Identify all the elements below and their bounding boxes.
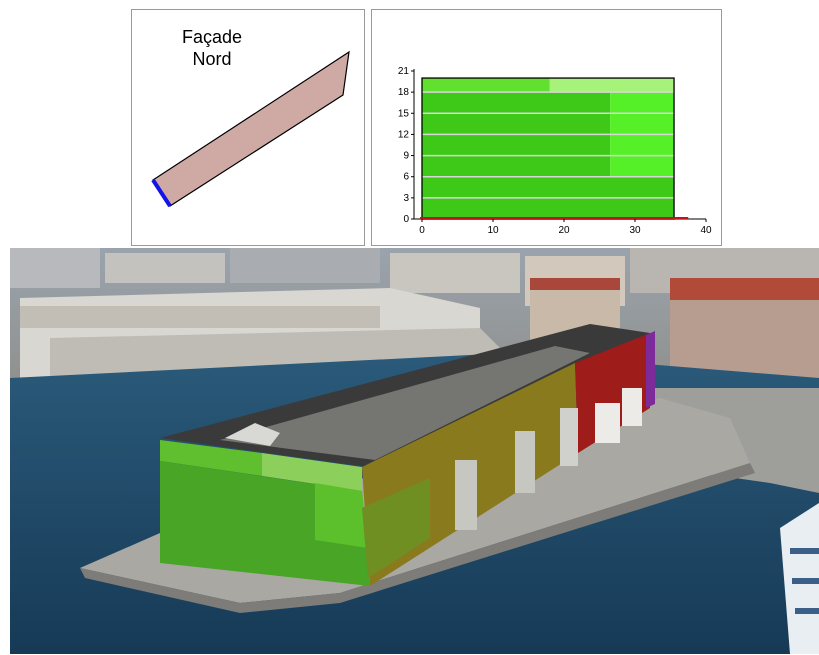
- building-footprint: [152, 50, 350, 207]
- facade-tower: [455, 460, 477, 530]
- facade-west-purple: [646, 331, 655, 408]
- facade-elevation-panel: 0 3 6 9 12 15 18 21 0 10 20 30 40: [371, 9, 722, 246]
- selected-facade-edge: [151, 178, 172, 208]
- facade-tower: [515, 431, 535, 493]
- facade-title: Façade Nord: [132, 26, 292, 70]
- plan-view-panel: Façade Nord: [131, 9, 365, 246]
- facade-tower: [560, 408, 578, 466]
- red-roof: [670, 278, 819, 300]
- y-tick-label: 0: [403, 214, 409, 225]
- distant-building: [230, 248, 380, 283]
- left-warehouse-facade: [20, 306, 380, 328]
- facade-west-red: [575, 333, 650, 453]
- y-tick-label: 9: [403, 151, 409, 162]
- y-tick-label: 12: [398, 129, 410, 140]
- facade-title-line2: Nord: [192, 49, 232, 69]
- roof-dome: [225, 423, 280, 446]
- facade-tower: [622, 388, 642, 426]
- facade-west-green-strip: [362, 478, 430, 578]
- facade-zone-3: [422, 78, 550, 93]
- x-tick-label: 40: [700, 225, 712, 236]
- y-tick-label: 21: [398, 66, 410, 77]
- roof-texture: [220, 346, 590, 460]
- y-tick-label: 15: [398, 108, 410, 119]
- distant-building: [10, 248, 100, 288]
- facade-north-green-light: [315, 483, 368, 548]
- y-tick-label: 3: [403, 193, 409, 204]
- plan-drawing: [151, 50, 350, 208]
- facade-north-green-top-light: [262, 453, 362, 491]
- y-tick-label: 6: [403, 172, 409, 183]
- x-tick-label: 0: [419, 225, 425, 236]
- aerial-3d-view: [10, 248, 819, 654]
- distant-building: [390, 253, 520, 293]
- y-tick-label: 18: [398, 87, 410, 98]
- facade-title-line1: Façade: [181, 27, 243, 47]
- x-tick-label: 20: [558, 225, 570, 236]
- cruise-ship-deck: [792, 578, 819, 584]
- elevation-chart: 0 3 6 9 12 15 18 21 0 10 20 30 40: [398, 66, 712, 236]
- red-roof: [530, 278, 620, 290]
- x-tick-label: 30: [629, 225, 641, 236]
- distant-building: [105, 253, 225, 283]
- facade-north-green-top: [160, 440, 262, 476]
- cruise-ship-deck: [790, 548, 819, 554]
- x-tick-label: 10: [487, 225, 499, 236]
- facade-zone-4: [549, 78, 675, 93]
- cruise-ship-deck: [795, 608, 819, 614]
- facade-tower: [595, 403, 620, 443]
